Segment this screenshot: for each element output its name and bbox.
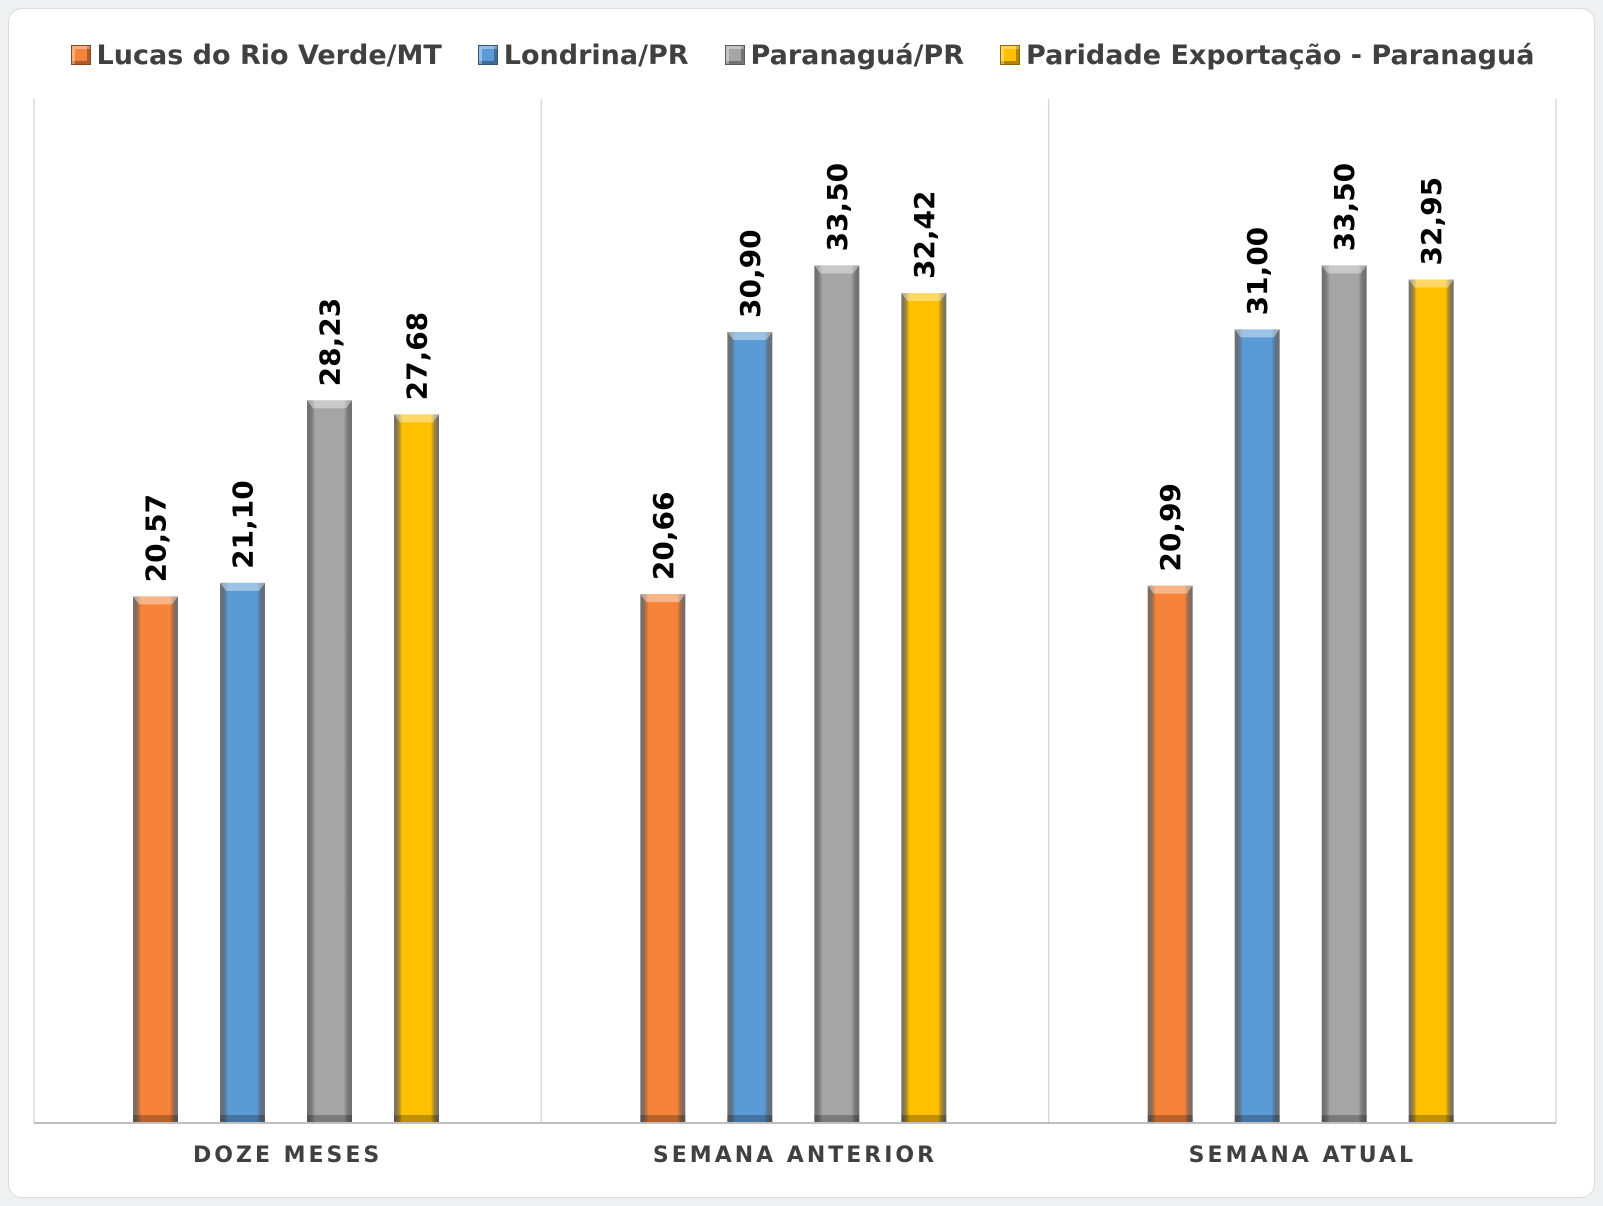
bar-Paranaguá/PR bbox=[307, 400, 353, 1123]
legend-label-paranagua: Paranaguá/PR bbox=[750, 39, 965, 71]
value-label: 33,50 bbox=[1328, 163, 1361, 252]
bar-cap bbox=[640, 594, 686, 603]
bar-base bbox=[1408, 1115, 1454, 1123]
bar-cap bbox=[220, 582, 266, 591]
legend-label-paridade: Paridade Exportação - Paranaguá bbox=[1026, 39, 1535, 71]
value-label: 21,10 bbox=[227, 480, 260, 569]
legend-item-londrina: Londrina/PR bbox=[477, 35, 689, 75]
value-label: 33,50 bbox=[821, 163, 854, 252]
category-label: SEMANA ATUAL bbox=[1189, 1143, 1416, 1168]
bar-cap bbox=[1147, 585, 1193, 594]
legend-item-paridade: Paridade Exportação - Paranaguá bbox=[1000, 35, 1534, 75]
bar-base bbox=[220, 1115, 266, 1123]
bar-base bbox=[307, 1115, 353, 1123]
bar-Paranaguá/PR bbox=[1321, 265, 1367, 1123]
bar-cap bbox=[1234, 329, 1280, 338]
value-label: 20,57 bbox=[140, 494, 173, 583]
bar-Paridade Exportação - Paranaguá bbox=[901, 293, 947, 1124]
legend-label-lucas: Lucas do Rio Verde/MT bbox=[96, 39, 442, 71]
value-label: 28,23 bbox=[314, 298, 347, 387]
value-label: 20,66 bbox=[647, 492, 680, 581]
legend-swatch-paridade bbox=[1000, 45, 1021, 65]
value-label: 31,00 bbox=[1241, 227, 1274, 316]
bar-Lucas do Rio Verde/MT bbox=[640, 594, 686, 1123]
bar-cap bbox=[133, 596, 179, 605]
legend: Lucas do Rio Verde/MT Londrina/PR Parana… bbox=[9, 35, 1594, 75]
legend-swatch-londrina bbox=[477, 45, 498, 65]
bar-cap bbox=[1321, 265, 1367, 274]
bar-base bbox=[1234, 1115, 1280, 1123]
value-label: 20,99 bbox=[1154, 483, 1187, 572]
bar-base bbox=[133, 1115, 179, 1123]
bar-Lucas do Rio Verde/MT bbox=[133, 596, 179, 1123]
value-label: 27,68 bbox=[401, 312, 434, 401]
bar-Paranaguá/PR bbox=[814, 265, 860, 1123]
bar-cap bbox=[394, 414, 440, 423]
bar-base bbox=[901, 1115, 947, 1123]
bar-cap bbox=[727, 331, 773, 340]
bar-base bbox=[394, 1115, 440, 1123]
bar-base bbox=[1321, 1115, 1367, 1123]
bar-cap bbox=[307, 400, 353, 409]
legend-swatch-paranagua bbox=[724, 45, 745, 65]
bar-cap bbox=[901, 293, 947, 302]
bar-base bbox=[727, 1115, 773, 1123]
bar-cap bbox=[1408, 279, 1454, 288]
value-label: 32,42 bbox=[908, 190, 941, 279]
category-label: DOZE MESES bbox=[193, 1143, 382, 1168]
bar-base bbox=[1147, 1115, 1193, 1123]
value-label: 30,90 bbox=[734, 229, 767, 318]
bar-chart: 20,57 21,10 28,23 27,68 DOZE MESES 20,66 30,90… bbox=[33, 99, 1557, 1168]
bar-base bbox=[640, 1115, 686, 1123]
legend-label-londrina: Londrina/PR bbox=[503, 39, 689, 71]
category-label: SEMANA ANTERIOR bbox=[653, 1143, 937, 1168]
bar-cap bbox=[814, 265, 860, 274]
bar-Londrina/PR bbox=[220, 582, 266, 1123]
bar-Paridade Exportação - Paranaguá bbox=[1408, 279, 1454, 1124]
value-label: 32,95 bbox=[1415, 177, 1448, 266]
legend-item-lucas: Lucas do Rio Verde/MT bbox=[70, 35, 442, 75]
legend-item-paranagua: Paranaguá/PR bbox=[724, 35, 965, 75]
bar-Londrina/PR bbox=[727, 331, 773, 1124]
legend-swatch-lucas bbox=[70, 45, 91, 65]
bar-base bbox=[814, 1115, 860, 1123]
bar-Lucas do Rio Verde/MT bbox=[1147, 585, 1193, 1123]
bar-Londrina/PR bbox=[1234, 329, 1280, 1123]
bar-Paridade Exportação - Paranaguá bbox=[394, 414, 440, 1124]
chart-card: Lucas do Rio Verde/MT Londrina/PR Parana… bbox=[8, 8, 1595, 1198]
